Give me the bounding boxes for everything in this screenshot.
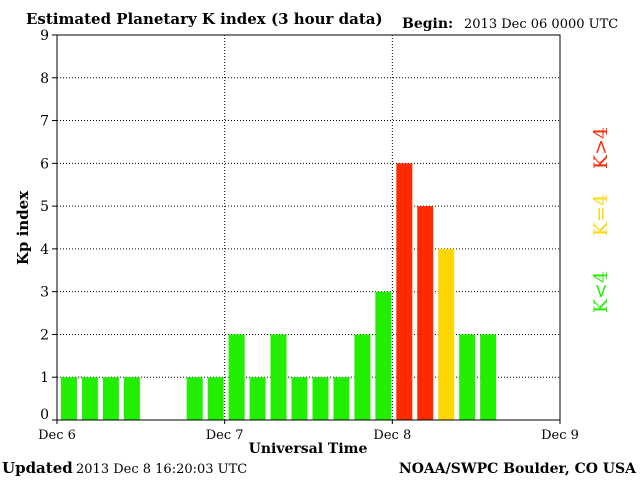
kp-bar xyxy=(291,377,308,420)
y-tick-label: 1 xyxy=(40,370,49,386)
legend-k-equal-4: K=4 xyxy=(590,194,612,236)
x-tick-label: Dec 6 xyxy=(38,428,76,443)
y-tick-label: 7 xyxy=(40,114,49,130)
y-tick-label: 6 xyxy=(40,156,49,172)
begin-value: 2013 Dec 06 0000 UTC xyxy=(464,17,618,32)
y-tick-label: 0 xyxy=(40,407,49,423)
x-tick-label: Dec 9 xyxy=(541,428,579,443)
kp-bar xyxy=(354,334,371,420)
y-tick-label: 2 xyxy=(40,327,49,343)
kp-bar xyxy=(438,248,455,420)
kp-bar xyxy=(249,377,266,420)
x-tick-label: Dec 7 xyxy=(206,428,244,443)
credit-text: NOAA/SWPC Boulder, CO USA xyxy=(399,461,637,477)
x-axis-label: Universal Time xyxy=(249,441,368,457)
kp-bar xyxy=(270,334,287,420)
kp-bar xyxy=(396,163,413,421)
y-tick-label: 8 xyxy=(40,71,49,87)
y-tick-label: 3 xyxy=(40,285,49,301)
updated-value: 2013 Dec 8 16:20:03 UTC xyxy=(76,462,247,477)
legend-k-less-4: K<4 xyxy=(590,271,612,313)
kp-bar xyxy=(459,334,476,420)
bars-layer xyxy=(61,163,497,421)
x-tick-labels: Dec 6 Dec 7 Dec 8 Dec 9 xyxy=(38,428,579,443)
kp-bar xyxy=(312,377,329,420)
kp-bar xyxy=(123,377,140,420)
plot-frame xyxy=(56,34,561,421)
y-tick-label: 5 xyxy=(40,199,49,215)
begin-label: Begin: xyxy=(402,16,453,32)
kp-bar xyxy=(375,291,392,420)
kp-bar xyxy=(207,377,224,420)
x-tick-label: Dec 8 xyxy=(373,428,411,443)
updated-label: Updated xyxy=(2,459,73,477)
legend-k-greater-4: K>4 xyxy=(590,127,612,169)
kp-bar xyxy=(186,377,203,420)
kp-bar xyxy=(333,377,350,420)
kp-bar xyxy=(228,334,245,420)
kp-bar xyxy=(480,334,497,420)
y-tick-label: 9 xyxy=(40,28,49,44)
kp-bar xyxy=(102,377,119,420)
kp-bar xyxy=(417,206,434,420)
grid-layer xyxy=(52,34,561,424)
y-tick-label: 4 xyxy=(40,242,49,258)
kp-bar xyxy=(61,377,77,420)
chart-title: Estimated Planetary K index (3 hour data… xyxy=(26,10,383,28)
y-tick-labels: 0 1 2 3 4 5 6 7 8 9 xyxy=(40,28,49,423)
kp-bar xyxy=(81,377,98,420)
y-axis-label: Kp index xyxy=(14,190,32,265)
